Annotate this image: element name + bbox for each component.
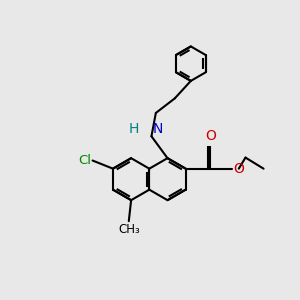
Text: Cl: Cl bbox=[78, 154, 91, 167]
Text: H: H bbox=[129, 122, 139, 136]
Text: O: O bbox=[233, 162, 244, 176]
Text: N: N bbox=[153, 122, 163, 136]
Text: O: O bbox=[205, 129, 216, 143]
Text: CH₃: CH₃ bbox=[118, 224, 140, 236]
